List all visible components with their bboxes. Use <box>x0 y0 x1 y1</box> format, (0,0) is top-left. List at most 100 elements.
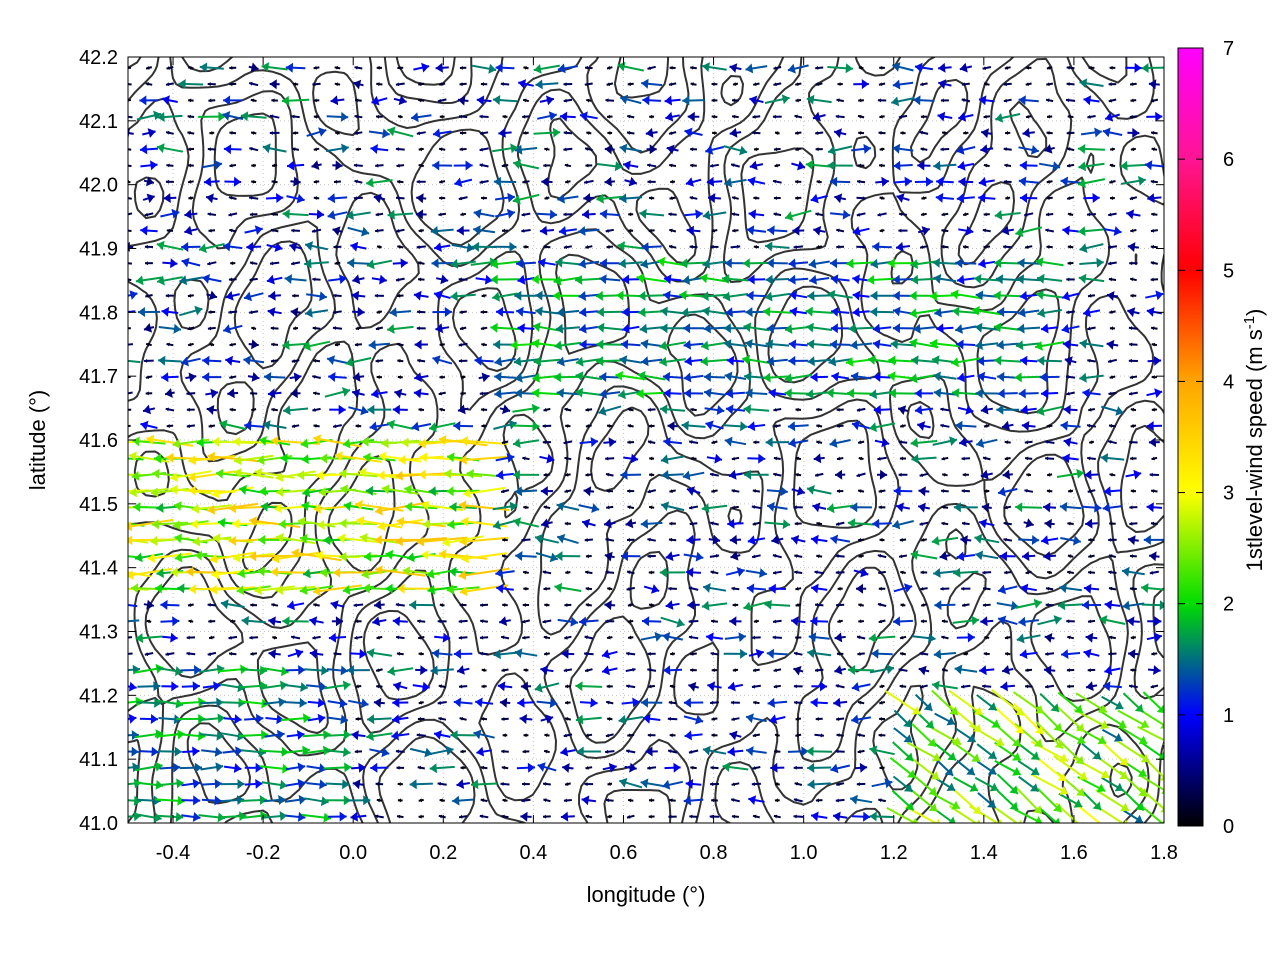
wind-vector <box>229 163 237 168</box>
wind-vector <box>890 339 916 350</box>
wind-vector <box>236 585 271 596</box>
wind-vector <box>617 61 644 72</box>
wind-vector <box>913 95 935 106</box>
wind-vector <box>260 666 289 677</box>
wind-vector <box>373 599 385 610</box>
wind-vector <box>563 98 573 103</box>
wind-vector <box>492 519 518 530</box>
wind-vector <box>983 82 990 87</box>
wind-vector <box>327 210 348 220</box>
wind-vector <box>806 94 832 105</box>
wind-vector <box>1074 709 1109 730</box>
wind-vector <box>731 212 740 217</box>
wind-vector <box>954 664 978 675</box>
wind-vector <box>393 95 407 106</box>
wind-vector <box>222 111 244 121</box>
wind-vector <box>348 405 369 416</box>
wind-vector <box>456 779 470 789</box>
wind-vector <box>1123 809 1144 823</box>
wind-vector <box>136 812 162 823</box>
wind-vector <box>858 554 864 559</box>
wind-vector <box>905 805 941 823</box>
wind-vector <box>267 388 282 399</box>
wind-vector <box>893 160 913 171</box>
wind-vector <box>370 762 389 773</box>
wind-vector <box>752 668 760 673</box>
wind-vector <box>710 244 719 249</box>
wind-vector <box>150 487 189 498</box>
wind-vector <box>856 583 867 594</box>
wind-vector <box>1101 695 1124 710</box>
wind-vector <box>647 537 656 542</box>
wind-vector <box>446 486 480 497</box>
wind-vector <box>851 811 871 822</box>
wind-vector <box>396 342 404 347</box>
wind-vector <box>1150 98 1159 103</box>
wind-vector <box>688 505 699 510</box>
wind-vector <box>705 145 724 155</box>
wind-vector <box>621 323 640 334</box>
wind-vector <box>816 554 823 559</box>
wind-vector <box>410 112 432 123</box>
wind-vector <box>178 79 204 89</box>
wind-vector <box>1108 82 1117 87</box>
wind-vector <box>909 788 938 813</box>
wind-vector <box>846 388 876 399</box>
wind-vector <box>791 160 806 171</box>
wind-vector <box>458 619 468 624</box>
wind-vector <box>290 307 301 318</box>
wind-vector <box>982 684 992 689</box>
wind-vector <box>244 225 263 235</box>
wind-vector <box>1108 537 1117 542</box>
wind-vector <box>920 147 928 152</box>
y-tick-label: 41.8 <box>79 302 118 324</box>
wind-vector <box>899 537 907 542</box>
wind-vector <box>458 814 468 819</box>
wind-vector <box>232 436 275 447</box>
wind-vector <box>853 567 869 578</box>
wind-vector <box>723 421 748 432</box>
wind-vector <box>1063 404 1078 415</box>
wind-vector <box>128 518 174 532</box>
wind-vector <box>292 293 299 298</box>
wind-vector <box>363 452 396 463</box>
wind-vector <box>690 668 697 673</box>
wind-vector <box>1121 566 1145 577</box>
wind-vector <box>404 501 438 512</box>
wind-vector <box>128 603 138 608</box>
wind-vector <box>263 795 286 805</box>
wind-vector <box>313 114 320 119</box>
wind-vector <box>1060 535 1081 546</box>
wind-vector <box>913 323 935 334</box>
wind-vector <box>1151 375 1157 380</box>
wind-vector <box>709 814 720 819</box>
wind-vector <box>788 437 809 448</box>
wind-vector <box>249 146 259 152</box>
wind-vector <box>788 355 809 366</box>
wind-vector <box>457 404 469 415</box>
wind-vector <box>376 375 383 380</box>
wind-vector <box>156 143 184 153</box>
wind-vector <box>893 727 913 744</box>
wind-vector <box>1122 600 1145 611</box>
wind-vector <box>430 745 454 756</box>
wind-vector <box>353 603 364 608</box>
wind-vector <box>766 323 788 334</box>
wind-vector <box>164 388 175 398</box>
wind-vector <box>956 274 975 285</box>
wind-vector <box>457 95 469 106</box>
wind-vector <box>200 762 224 773</box>
wind-vector <box>1004 505 1012 510</box>
wind-vector <box>891 789 915 811</box>
wind-vector <box>748 648 764 659</box>
wind-vector <box>531 388 562 398</box>
wind-vector <box>1066 82 1075 86</box>
wind-vector <box>753 245 760 249</box>
wind-vector <box>774 798 780 803</box>
wind-vector <box>328 632 347 643</box>
wind-vector <box>499 616 511 626</box>
wind-vector <box>512 517 540 528</box>
wind-vector <box>686 567 701 578</box>
wind-vector <box>1102 502 1123 513</box>
wind-vector <box>285 665 306 675</box>
